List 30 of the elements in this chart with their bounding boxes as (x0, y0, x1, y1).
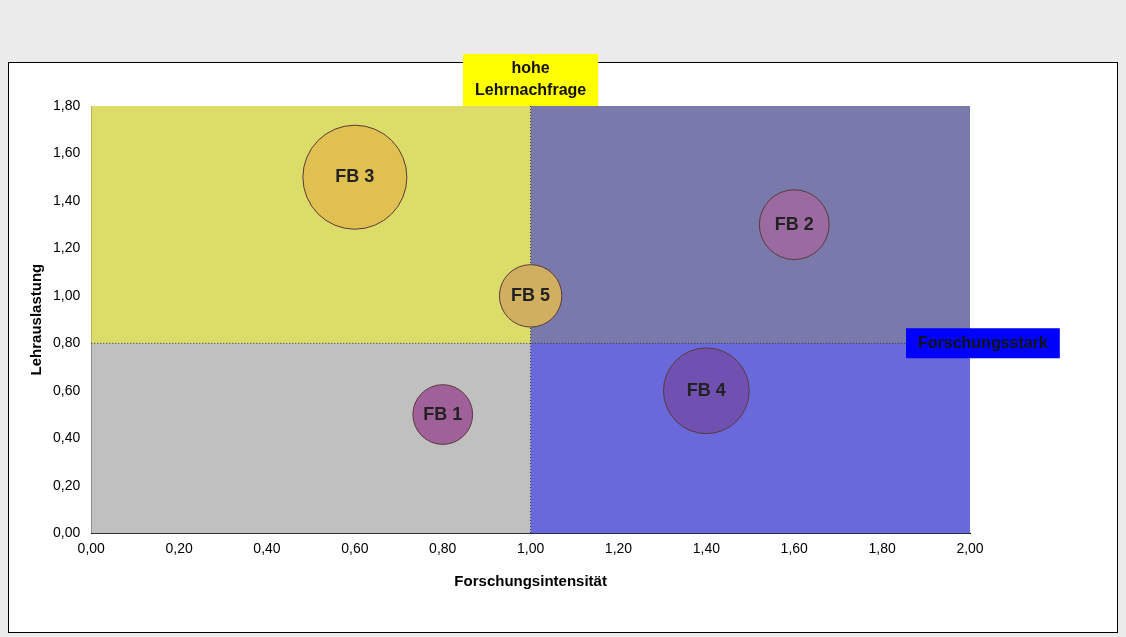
y-tick-label: 0,20 (53, 476, 81, 493)
x-tick-label: 1,20 (604, 540, 633, 557)
y-tick-label: 0,60 (53, 381, 81, 398)
x-axis-title: Forschungsintensität (454, 572, 607, 590)
band-label: Forschungsstark (918, 333, 1048, 351)
x-tick-label: 0,80 (429, 540, 457, 557)
x-tick-label: 1,80 (868, 540, 896, 557)
x-tick-label: 0,60 (341, 540, 369, 557)
y-tick-label: 1,20 (53, 239, 81, 256)
y-tick-label: 1,60 (53, 144, 81, 161)
y-tick-label: 1,80 (53, 96, 81, 113)
series-label: FB 5 (511, 284, 551, 305)
y-tick-label: 1,00 (53, 286, 81, 303)
x-tick-label: 0,00 (77, 540, 106, 557)
y-tick-label: 0,80 (53, 334, 81, 351)
x-tick-label: 2,00 (956, 540, 984, 557)
x-tick-label: 1,40 (692, 540, 721, 557)
y-tick-label: 0,40 (53, 429, 81, 446)
x-tick-label: 1,60 (780, 540, 809, 557)
series-label: FB 1 (423, 403, 463, 424)
y-axis-title: Lehrauslastung (27, 263, 45, 376)
band-label: hohe Lehrnachfrage (475, 59, 587, 99)
x-tick-label: 1,00 (517, 540, 545, 557)
series-label: FB 3 (335, 166, 375, 187)
series-label: FB 2 (774, 213, 814, 234)
y-tick-label: 1,40 (53, 191, 81, 208)
x-tick-label: 0,40 (253, 540, 281, 557)
y-tick-label: 0,00 (53, 524, 81, 541)
x-tick-label: 0,20 (165, 540, 193, 557)
series-label: FB 4 (686, 379, 726, 400)
